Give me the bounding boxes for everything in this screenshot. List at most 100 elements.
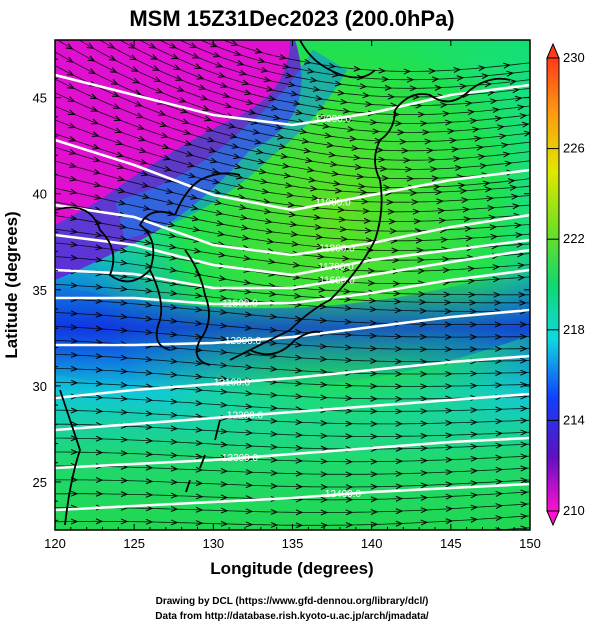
streamline xyxy=(55,395,530,412)
wind-arrow xyxy=(367,267,376,274)
wind-arrow xyxy=(294,328,303,335)
wind-arrow xyxy=(245,364,253,371)
contour-label: 12000.0 xyxy=(225,336,262,347)
wind-arrow xyxy=(437,207,446,214)
wind-arrow xyxy=(170,358,179,365)
streamline xyxy=(55,105,530,188)
wind-arrow xyxy=(497,124,505,131)
wind-arrow xyxy=(270,521,279,528)
wind-arrow xyxy=(95,449,104,456)
wind-arrow xyxy=(70,407,79,414)
wind-arrow xyxy=(70,365,79,372)
wind-arrow xyxy=(295,380,303,387)
wind-arrow xyxy=(128,42,136,49)
wind-arrow xyxy=(175,75,183,81)
wind-arrow xyxy=(180,107,189,114)
wind-arrow xyxy=(270,470,279,476)
wind-arrow xyxy=(145,301,153,308)
wind-arrow xyxy=(303,58,312,65)
wind-arrow xyxy=(478,154,486,160)
wind-arrow xyxy=(445,383,453,390)
wind-arrow xyxy=(426,147,434,154)
wind-arrow xyxy=(263,208,272,215)
wind-arrow xyxy=(420,432,428,439)
wind-arrow xyxy=(351,145,360,151)
wind-arrow xyxy=(397,129,405,136)
streamline xyxy=(138,40,530,107)
wind-arrow xyxy=(428,68,437,75)
wind-arrow xyxy=(320,471,329,478)
y-tick-label: 30 xyxy=(33,379,47,394)
wind-arrow xyxy=(135,101,143,107)
contour-label: 11900.0 xyxy=(315,197,351,208)
colorbar-tick-label: 226 xyxy=(563,141,585,156)
wind-arrow xyxy=(295,419,303,426)
wind-arrow xyxy=(95,256,104,263)
wind-arrow xyxy=(507,178,516,185)
wind-arrow xyxy=(254,48,263,54)
wind-arrow xyxy=(295,367,303,374)
wind-arrow xyxy=(395,120,403,127)
wind-arrow xyxy=(220,428,229,435)
wind-arrow xyxy=(326,141,335,148)
wind-arrow xyxy=(295,393,303,400)
wind-arrow xyxy=(395,395,403,402)
wind-arrow xyxy=(70,254,79,261)
wind-arrow xyxy=(269,326,278,333)
wind-arrow xyxy=(405,166,413,173)
streamline xyxy=(56,40,530,143)
wind-arrow xyxy=(412,208,421,215)
streamline xyxy=(55,174,530,232)
wind-arrow xyxy=(395,420,403,427)
wind-arrow xyxy=(89,93,98,100)
wind-arrow xyxy=(145,505,154,512)
wind-arrow xyxy=(417,111,426,118)
wind-arrow xyxy=(145,491,154,498)
wind-arrow xyxy=(444,299,452,306)
wind-arrow xyxy=(270,508,279,515)
wind-arrow xyxy=(478,65,486,72)
wind-arrow xyxy=(370,420,379,427)
wind-arrow xyxy=(237,183,245,190)
wind-arrow xyxy=(113,115,122,122)
streamline xyxy=(78,40,530,133)
wind-arrow xyxy=(486,195,494,202)
wind-arrow xyxy=(393,280,401,287)
wind-arrow xyxy=(506,70,514,77)
contour-line xyxy=(55,392,530,432)
wind-arrow xyxy=(120,436,129,443)
wind-arrow xyxy=(288,211,297,218)
x-tick-label: 145 xyxy=(440,536,462,551)
wind-arrow xyxy=(344,318,353,325)
wind-arrow xyxy=(252,128,261,135)
wind-arrow xyxy=(420,120,428,127)
wind-arrow xyxy=(289,221,298,228)
wind-arrow xyxy=(87,55,96,62)
x-tick-label: 140 xyxy=(361,536,383,551)
wind-arrow xyxy=(292,261,301,268)
wind-arrow xyxy=(320,509,329,516)
wind-arrow xyxy=(474,135,482,142)
wind-arrow xyxy=(492,276,501,283)
wind-arrow xyxy=(93,169,102,175)
wind-arrow xyxy=(290,90,299,97)
streamline xyxy=(55,187,530,242)
wind-arrow xyxy=(374,137,382,144)
x-axis: 120 125 130 135 140 145 150 xyxy=(44,40,541,551)
wind-arrow xyxy=(520,501,528,508)
wind-arrow xyxy=(394,307,403,314)
wind-arrow xyxy=(220,401,228,408)
wind-arrow xyxy=(520,441,528,448)
wind-arrow xyxy=(345,522,354,529)
wind-arrow xyxy=(459,188,468,194)
wind-arrow xyxy=(502,151,511,158)
wind-arrow xyxy=(470,504,479,511)
wind-arrow xyxy=(295,444,304,451)
wind-arrow xyxy=(255,148,264,155)
wind-arrow xyxy=(220,349,228,355)
wind-arrow xyxy=(137,124,146,130)
wind-arrow xyxy=(370,496,379,503)
wind-arrow xyxy=(395,520,404,527)
wind-arrow xyxy=(393,290,401,297)
wind-arrow xyxy=(520,453,528,460)
